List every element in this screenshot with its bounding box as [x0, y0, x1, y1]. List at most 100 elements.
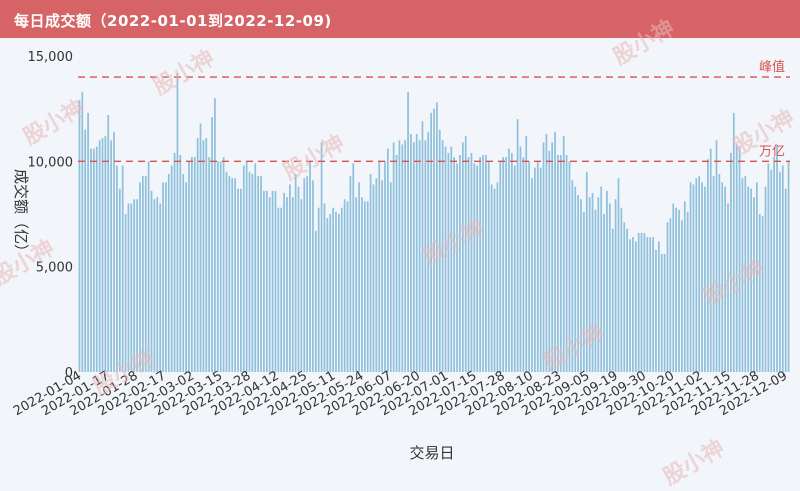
bar: [476, 165, 479, 372]
bar: [438, 129, 441, 372]
bar: [510, 152, 513, 372]
bar: [496, 182, 499, 372]
bar: [418, 140, 421, 372]
bar: [329, 214, 332, 372]
bar: [761, 216, 764, 372]
bar: [482, 155, 484, 372]
bar: [343, 199, 346, 372]
bar: [104, 136, 107, 372]
bar: [516, 119, 519, 372]
bar: [268, 197, 271, 372]
bar: [781, 165, 784, 372]
bar: [453, 157, 456, 372]
reference-line-label: 万亿: [759, 144, 785, 159]
bar: [597, 197, 600, 372]
bar: [185, 182, 187, 372]
bar: [753, 197, 755, 372]
bar: [551, 142, 554, 372]
bar: [585, 171, 588, 372]
bar: [502, 157, 505, 372]
bar: [784, 188, 787, 372]
bar: [130, 203, 133, 372]
y-tick-label: 0: [65, 366, 73, 381]
bar: [493, 188, 496, 372]
bar: [559, 155, 562, 372]
bar: [427, 131, 430, 372]
bar: [361, 197, 363, 372]
bar: [776, 144, 778, 372]
bar: [545, 133, 548, 372]
bar: [727, 203, 729, 372]
bar: [770, 169, 773, 372]
bar: [608, 203, 611, 372]
bar: [695, 178, 698, 372]
bar: [433, 108, 435, 373]
bar: [531, 178, 533, 372]
bar: [473, 163, 476, 372]
bar: [617, 178, 620, 372]
bar: [539, 167, 542, 372]
bar: [173, 152, 176, 372]
bar: [326, 218, 329, 372]
bar: [110, 140, 113, 372]
bar: [718, 173, 721, 372]
bar: [490, 184, 493, 372]
bar: [401, 144, 404, 372]
bar: [231, 178, 234, 372]
bar: [577, 195, 579, 372]
bar: [744, 176, 747, 372]
bar: [626, 228, 628, 372]
bar: [528, 161, 530, 372]
bar: [464, 136, 467, 372]
bar: [133, 199, 136, 372]
bar: [632, 237, 634, 372]
bar: [611, 228, 614, 372]
bar: [666, 222, 669, 372]
bar: [87, 112, 89, 372]
bar: [211, 117, 213, 372]
bar: [147, 161, 150, 372]
bar: [95, 146, 98, 372]
bar: [265, 190, 268, 372]
bar: [101, 138, 104, 372]
bar: [323, 203, 326, 372]
bar: [678, 209, 680, 372]
bar: [747, 186, 750, 372]
bar: [649, 237, 652, 372]
bar: [655, 249, 657, 372]
bar: [755, 182, 758, 372]
bar: [358, 182, 360, 372]
bar: [314, 230, 317, 372]
bar: [124, 214, 127, 372]
bar: [320, 142, 323, 372]
bar: [767, 163, 770, 372]
bar: [156, 197, 159, 372]
bar: [274, 190, 277, 372]
bar: [136, 199, 138, 372]
bar: [300, 199, 303, 372]
bar: [369, 173, 372, 372]
bar: [153, 199, 156, 372]
bar: [395, 155, 398, 372]
bar: [704, 186, 706, 372]
bar: [600, 186, 603, 372]
bar: [191, 157, 193, 372]
bar: [188, 161, 190, 372]
bar: [505, 157, 507, 372]
bar: [603, 214, 605, 372]
bar: [730, 152, 732, 372]
bar: [669, 218, 672, 372]
bar: [542, 142, 545, 372]
bar: [335, 211, 337, 372]
bar: [441, 140, 444, 372]
bar: [271, 190, 274, 372]
bar: [228, 176, 231, 372]
bar: [548, 150, 551, 372]
bar: [591, 192, 594, 372]
bar: [557, 155, 559, 372]
bar: [193, 157, 196, 372]
bar: [672, 203, 675, 372]
bar: [459, 155, 461, 372]
reference-line-label: 峰值: [759, 59, 785, 75]
chart-header: 每日成交额（2022-01-01到2022-12-09): [0, 0, 800, 38]
